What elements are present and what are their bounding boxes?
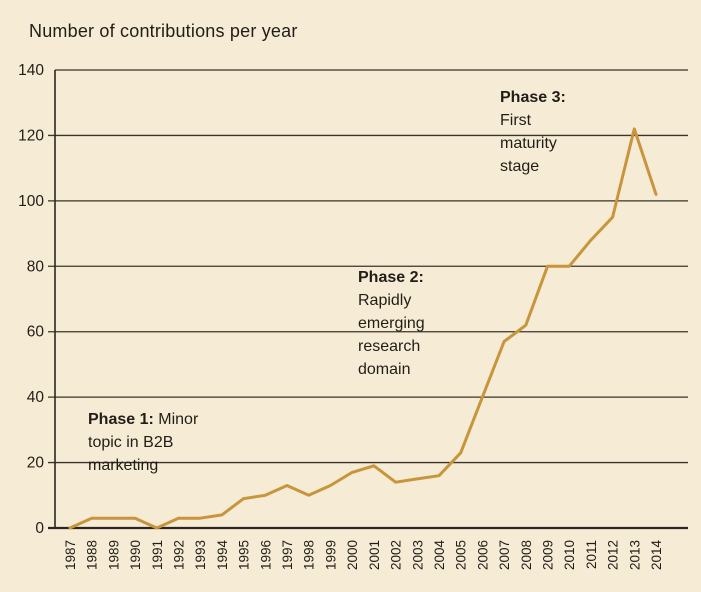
annotation-phase-1-title-suffix: Minor: [153, 411, 199, 428]
x-axis-label: 1999: [323, 540, 338, 570]
x-axis-label: 1987: [63, 540, 78, 570]
annotation-line: emerging: [358, 315, 425, 332]
annotation-line: Phase 1: Minor: [88, 408, 198, 431]
y-axis-label: 100: [18, 193, 44, 210]
annotation-phase-3: Phase 3: First maturity stage: [500, 86, 566, 178]
annotation-phase-2-title: Phase 2:: [358, 269, 424, 286]
annotation-line: maturity: [500, 135, 557, 152]
x-axis-label: 2001: [367, 540, 382, 570]
x-axis-label: 2006: [475, 540, 490, 570]
x-axis-label: 1992: [172, 540, 187, 570]
annotation-line: Phase 3:: [500, 86, 566, 109]
x-axis-label: 1997: [280, 540, 295, 570]
annotation-line: Rapidly: [358, 292, 412, 309]
x-axis-label: 2005: [454, 540, 469, 570]
x-axis-label: 1998: [302, 540, 317, 570]
annotation-phase-2: Phase 2: Rapidly emerging research domai…: [358, 266, 425, 381]
annotation-line: First: [500, 112, 532, 129]
y-axis-label: 60: [27, 324, 45, 341]
x-axis-label: 1994: [215, 540, 230, 571]
annotation-phase-1-title: Phase 1:: [88, 411, 154, 428]
annotation-line: domain: [358, 361, 411, 378]
x-axis-label: 2013: [627, 540, 642, 570]
annotation-line: topic in B2B: [88, 434, 174, 451]
x-axis-label: 2009: [540, 540, 555, 570]
x-axis-label: 1988: [85, 540, 100, 570]
x-axis-label: 2003: [410, 540, 425, 570]
x-axis-label: 2007: [497, 540, 512, 570]
y-axis-label: 40: [27, 389, 45, 406]
y-axis-label: 140: [18, 62, 44, 79]
y-axis-label: 120: [18, 127, 44, 144]
x-axis-label: 2008: [519, 540, 534, 570]
y-axis-label: 20: [27, 455, 45, 472]
x-axis-label: 2004: [432, 540, 447, 571]
annotation-phase-3-title: Phase 3:: [500, 89, 566, 106]
x-axis-label: 1989: [106, 540, 121, 570]
annotation-line: marketing: [88, 457, 159, 474]
y-axis-label: 80: [27, 258, 45, 275]
x-axis-label: 2014: [649, 540, 664, 571]
x-axis-label: 2002: [389, 540, 404, 570]
chart-title: Number of contributions per year: [29, 21, 298, 41]
x-axis-label: 2011: [584, 540, 599, 569]
x-axis-label: 2012: [606, 540, 621, 570]
x-axis-label: 2000: [345, 540, 360, 570]
annotation-line: Phase 2:: [358, 266, 425, 289]
x-axis-label: 2010: [562, 540, 577, 570]
annotation-line: stage: [500, 158, 540, 175]
x-axis-label: 1996: [258, 540, 273, 570]
x-axis-label: 1993: [193, 540, 208, 570]
x-axis-label: 1995: [237, 540, 252, 570]
data-line-series: [68, 127, 658, 530]
x-axis-label: 1991: [150, 540, 165, 570]
annotation-line: research: [358, 338, 421, 355]
annotation-phase-1: Phase 1: Minor topic in B2B marketing: [88, 408, 198, 477]
x-axis-label: 1990: [128, 540, 143, 570]
y-axis-label: 0: [35, 520, 44, 537]
